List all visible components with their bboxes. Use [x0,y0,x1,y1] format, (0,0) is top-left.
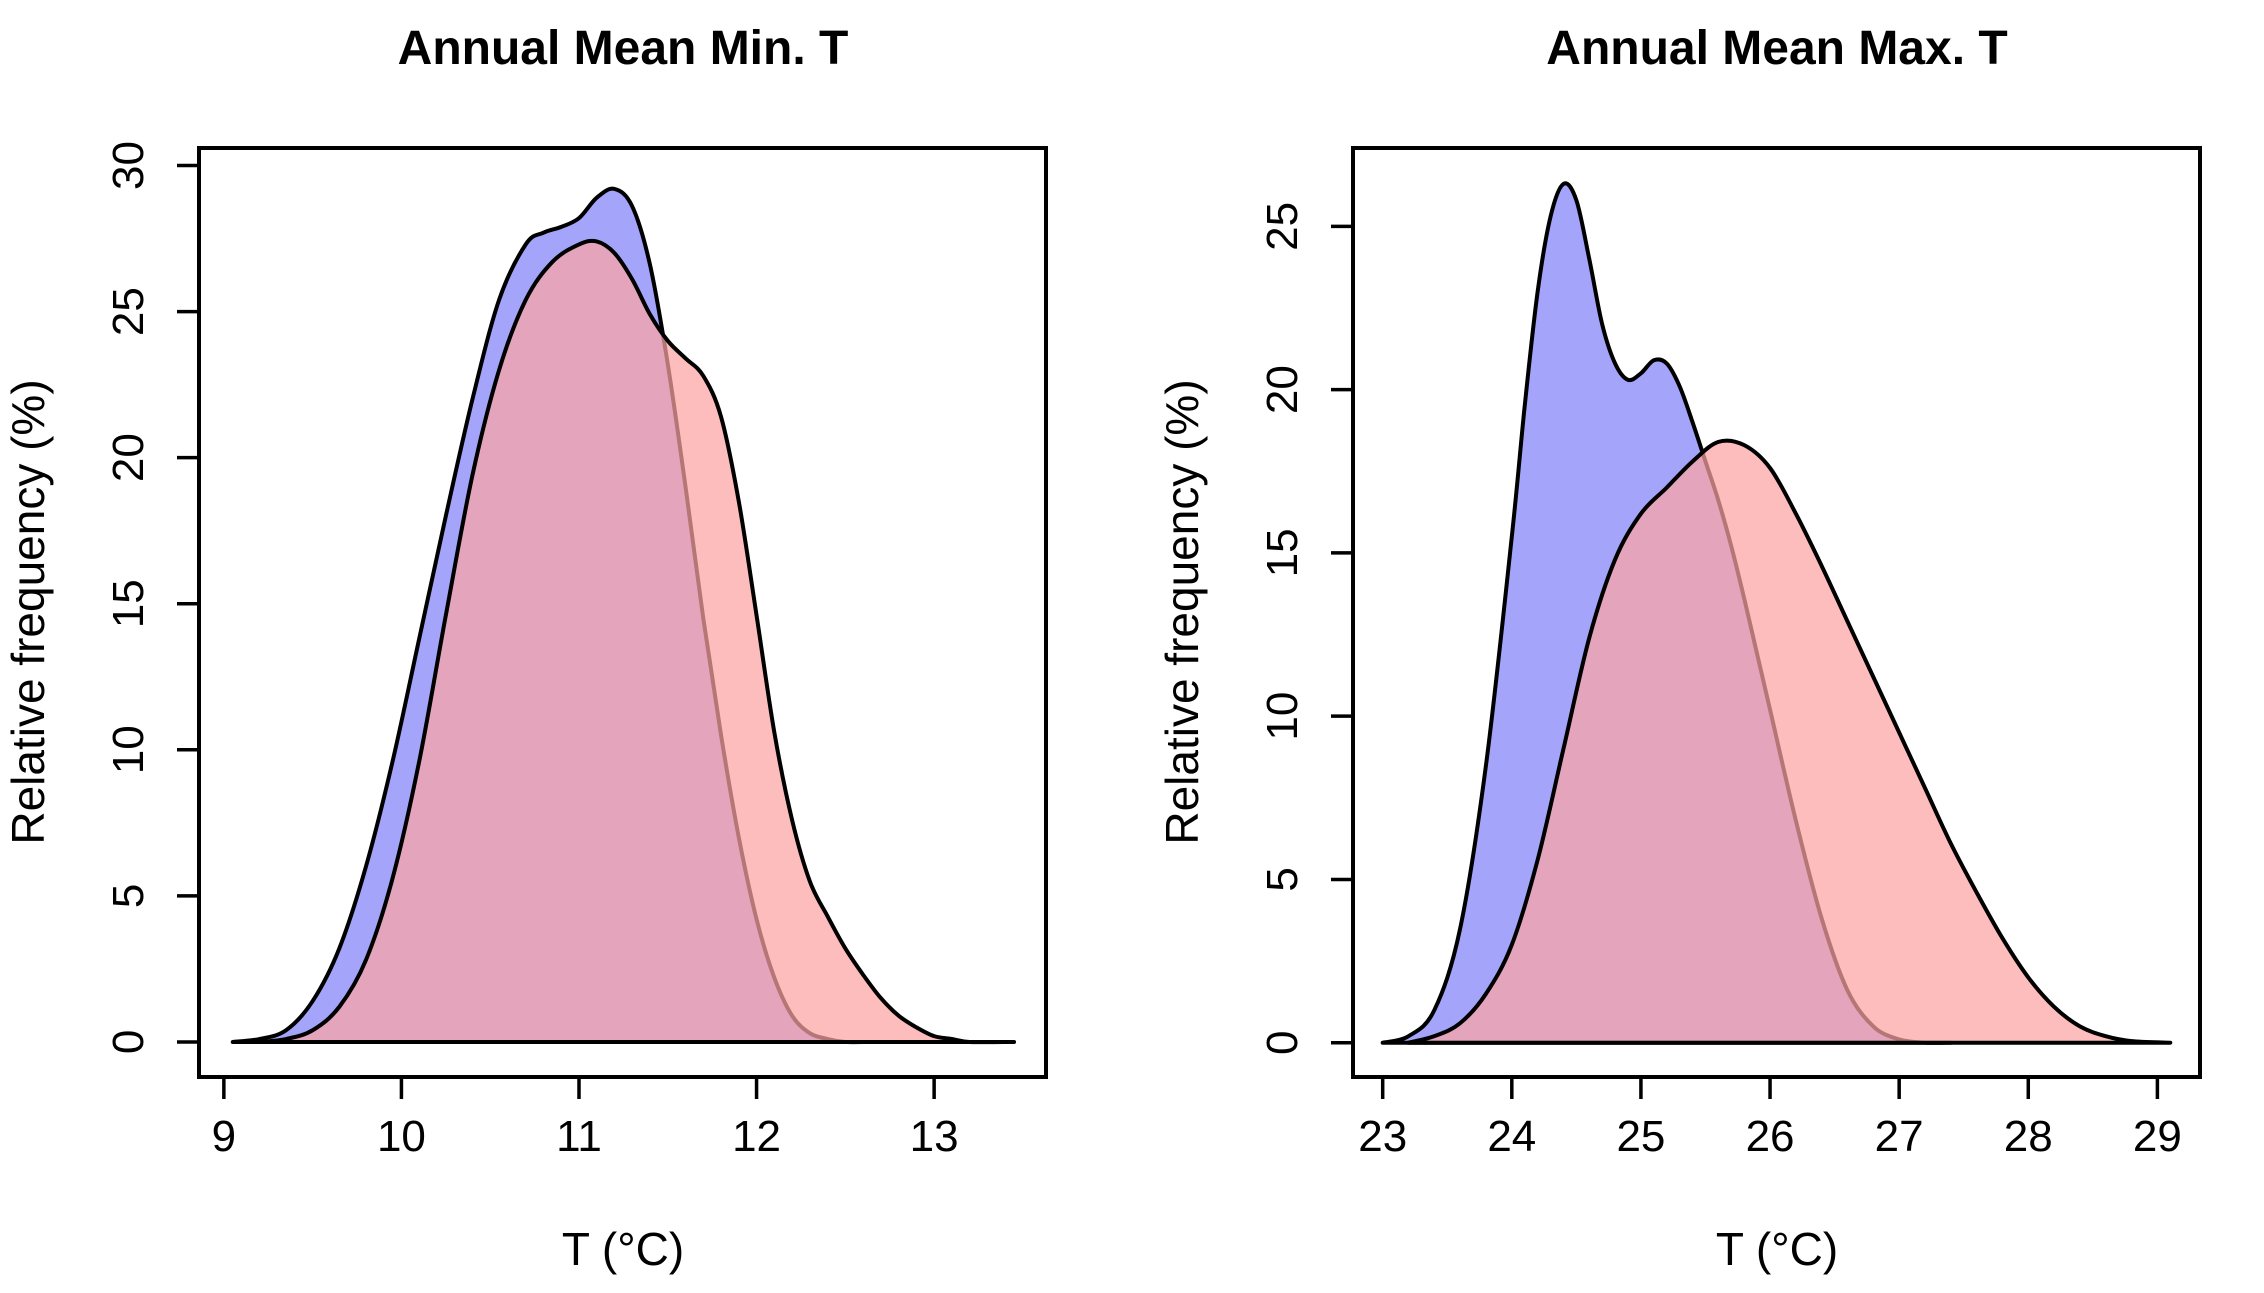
y-tick-label: 10 [1258,692,1307,741]
x-axis-label: T (°C) [1716,1223,1838,1275]
x-tick-label: 27 [1875,1112,1924,1161]
x-tick-label: 26 [1746,1112,1795,1161]
x-tick-label: 9 [212,1112,236,1161]
y-tick-label: 30 [104,141,153,190]
chart-title: Annual Mean Min. T [398,22,849,75]
y-axis: 0 5 10 15 20 25 30 [104,141,201,1054]
x-tick-label: 28 [2004,1112,2053,1161]
y-axis: 0 5 10 15 20 25 [1258,202,1355,1055]
y-tick-label: 5 [104,884,153,908]
x-tick-label: 29 [2133,1112,2182,1161]
y-tick-label: 0 [104,1030,153,1054]
y-tick-label: 15 [104,579,153,628]
x-tick-label: 11 [556,1112,602,1161]
chart-panel-annual-mean-max-t: Annual Mean Max. T 23 24 25 26 27 28 29 0 5 10 15… [1156,22,2202,1275]
y-axis-label: Relative frequency (%) [2,379,54,844]
x-axis: 9 10 11 12 13 [212,1075,959,1161]
chart-title: Annual Mean Max. T [1546,22,2007,75]
x-axis-label: T (°C) [562,1223,684,1275]
x-tick-label: 25 [1616,1112,1665,1161]
y-axis-label: Relative frequency (%) [1156,379,1208,844]
y-tick-label: 15 [1258,528,1307,577]
x-tick-label: 23 [1358,1112,1407,1161]
y-tick-label: 25 [1258,202,1307,251]
density-area-series-2 [257,238,1017,1045]
y-tick-label: 0 [1258,1030,1307,1054]
x-tick-label: 13 [910,1112,959,1161]
x-tick-label: 24 [1487,1112,1536,1161]
y-tick-label: 20 [104,433,153,482]
y-tick-label: 20 [1258,365,1307,414]
x-tick-label: 10 [377,1112,426,1161]
y-tick-label: 5 [1258,867,1307,891]
x-axis: 23 24 25 26 27 28 29 [1358,1075,2182,1161]
x-tick-label: 12 [732,1112,781,1161]
y-tick-label: 10 [104,725,153,774]
density-area-series-2 [1406,438,2173,1045]
chart-panel-annual-mean-min-t: Annual Mean Min. T 9 10 11 12 13 0 5 10 15 20 25 3… [2,22,1048,1275]
y-tick-label: 25 [104,287,153,336]
